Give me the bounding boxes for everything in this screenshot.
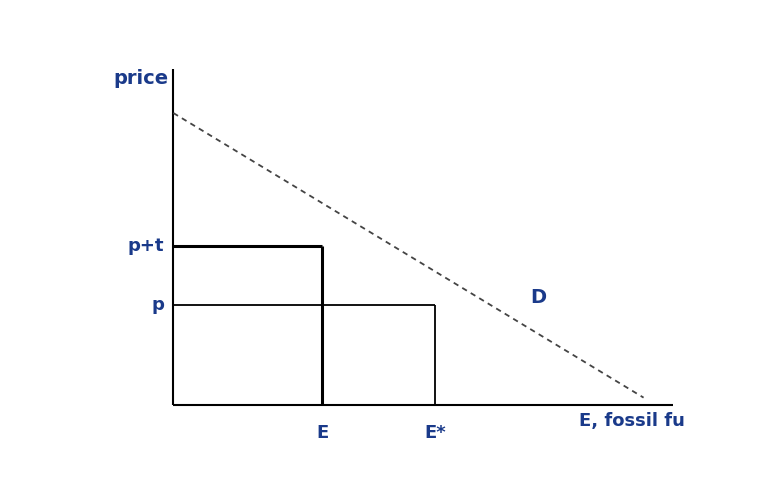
- Text: E*: E*: [425, 423, 446, 442]
- Text: p: p: [151, 296, 164, 314]
- Text: p+t: p+t: [128, 237, 164, 255]
- Text: price: price: [114, 69, 169, 88]
- Text: E, fossil fu: E, fossil fu: [579, 412, 685, 431]
- Text: D: D: [531, 288, 547, 307]
- Text: E: E: [316, 423, 328, 442]
